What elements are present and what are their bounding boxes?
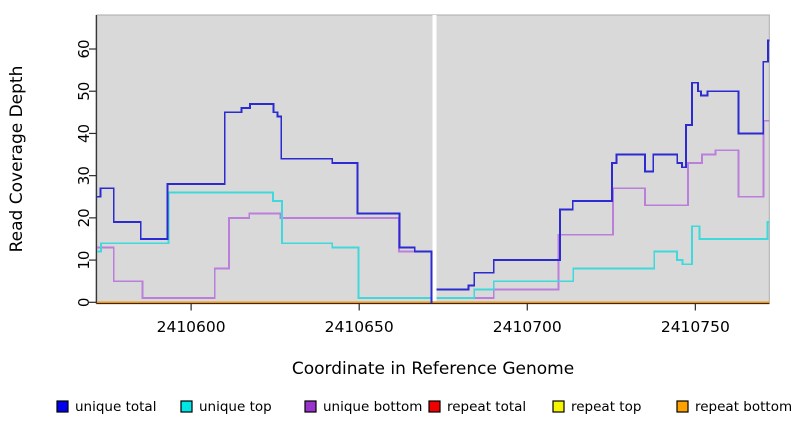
plot-panel [96, 14, 770, 304]
legend-label-repeat-total: repeat total [447, 399, 526, 415]
legend-swatch-repeat-total [428, 400, 441, 413]
legend-label-repeat-bottom: repeat bottom [695, 399, 792, 415]
series-line-unique-top [97, 191, 433, 299]
legend-label-repeat-top: repeat top [571, 399, 641, 415]
y-tick-label: 10 [75, 251, 93, 270]
series-line-unique-total [97, 103, 433, 304]
series-line-unique-bottom [97, 212, 433, 299]
legend-swatch-repeat-bottom [676, 400, 689, 413]
y-tick-label: 50 [75, 82, 93, 101]
series-line-unique-top [436, 221, 770, 299]
legend-label-unique-top: unique top [199, 399, 272, 415]
legend-swatch-unique-bottom [304, 400, 317, 413]
y-tick-label: 20 [75, 208, 93, 227]
x-axis-title: Coordinate in Reference Genome [292, 359, 574, 379]
coverage-gap-band [432, 15, 437, 301]
legend: unique total unique top unique bottom repea… [56, 399, 792, 415]
legend-swatch-unique-top [180, 400, 193, 413]
x-tick-label: 2410650 [325, 318, 394, 336]
legend-label-unique-total: unique total [75, 399, 156, 415]
x-tick-label: 2410600 [157, 318, 226, 336]
y-tick-label: 40 [75, 124, 93, 143]
axes: 0 10 20 30 40 50 60 2410600 2410650 2410700 241075… [75, 15, 770, 336]
legend-swatch-repeat-top [552, 400, 565, 413]
legend-label-unique-bottom: unique bottom [323, 399, 422, 415]
y-tick-label: 30 [75, 166, 93, 185]
x-tick-label: 2410700 [493, 318, 562, 336]
series-lines [97, 39, 770, 304]
y-axis-title: Read Coverage Depth [7, 66, 27, 253]
x-tick-label: 2410750 [661, 318, 730, 336]
y-tick-label: 0 [75, 298, 93, 308]
y-tick-label: 60 [75, 39, 93, 58]
series-line-unique-total [436, 39, 770, 291]
legend-swatch-unique-total [56, 400, 69, 413]
